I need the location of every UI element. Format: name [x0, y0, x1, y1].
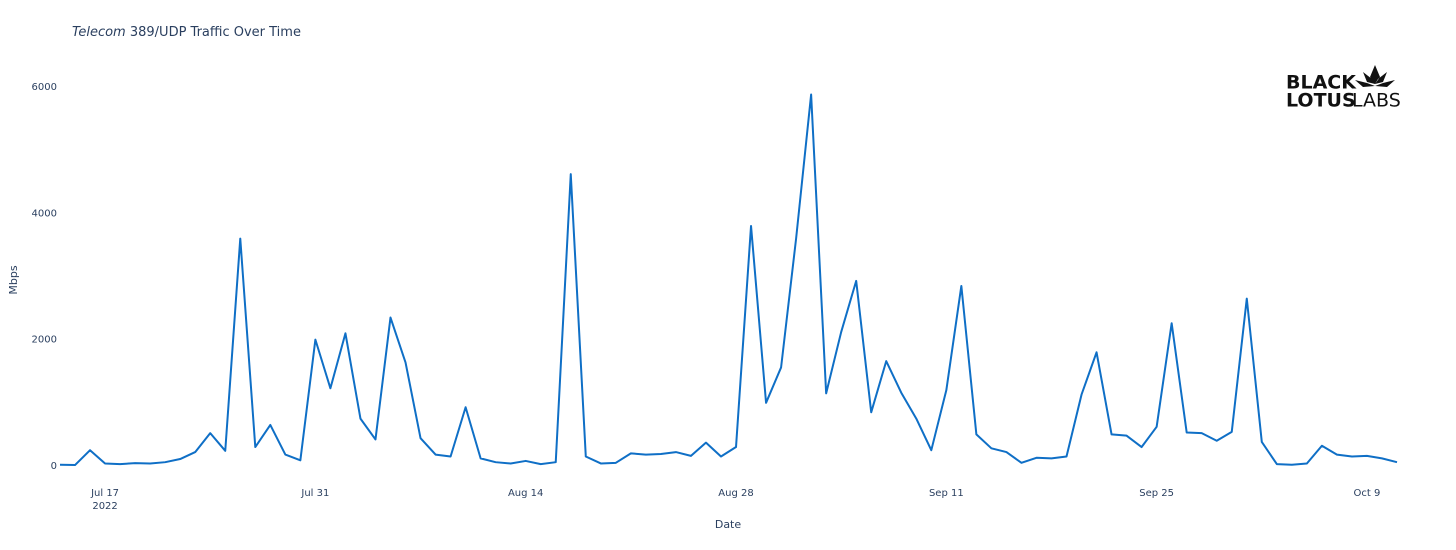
title-text: 389/UDP Traffic Over Time: [130, 25, 301, 40]
x-tick-label: Sep 11: [929, 488, 964, 499]
x-tick-label: Jul 17 2022: [90, 488, 119, 512]
chart-title: Telecom 389/UDP Traffic Over Time: [72, 25, 301, 40]
title-italic: Telecom: [72, 25, 126, 40]
x-tick-label: Aug 28: [718, 488, 753, 499]
data-line: [59, 93, 1398, 467]
logo: BLACK LOTUS LABS: [1286, 65, 1401, 112]
y-axis-label: Mbps: [7, 265, 20, 294]
x-tick-label: Jul 31: [300, 488, 329, 499]
x-axis-label: Date: [715, 518, 742, 531]
logo-text: BLACK: [1286, 72, 1357, 94]
logo-text: LABS: [1352, 90, 1401, 112]
x-tick-label: Oct 9: [1354, 488, 1381, 499]
y-tick-label: 0: [51, 461, 57, 472]
logo-text: LOTUS: [1286, 90, 1356, 112]
y-tick-label: 2000: [32, 335, 57, 346]
x-tick-label: Sep 25: [1139, 488, 1174, 499]
logo-icon: [1355, 65, 1395, 87]
x-tick-label: Aug 14: [508, 488, 543, 499]
y-tick-label: 4000: [32, 208, 57, 219]
y-tick-label: 6000: [32, 82, 57, 93]
